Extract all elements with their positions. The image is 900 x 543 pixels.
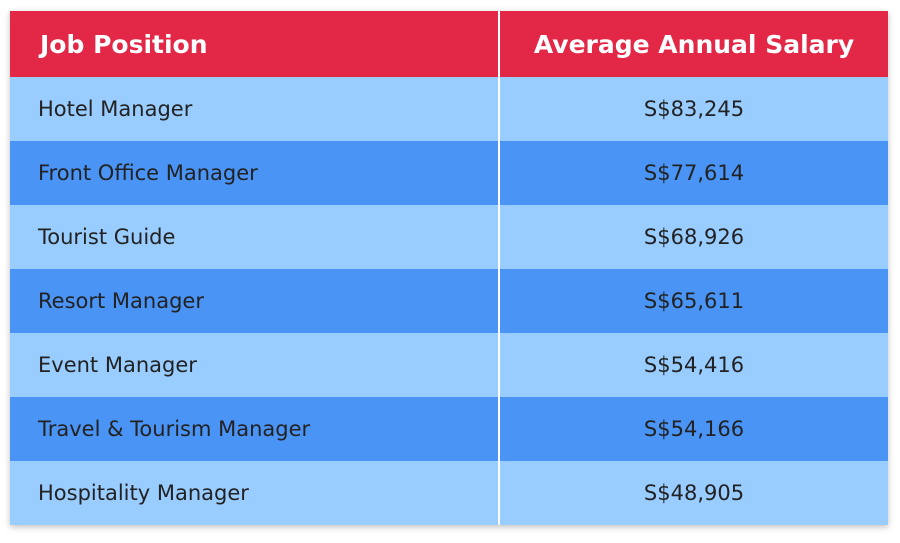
job-cell: Hotel Manager	[10, 77, 500, 141]
salary-cell: S$54,416	[499, 333, 888, 397]
salary-table: Job Position Average Annual Salary Hotel …	[10, 11, 888, 525]
salary-cell: S$83,245	[499, 77, 888, 141]
table-row: Hospitality Manager S$48,905	[10, 461, 888, 525]
table-row: Hotel Manager S$83,245	[10, 77, 888, 141]
salary-cell: S$48,905	[499, 461, 888, 525]
salary-table-container: Job Position Average Annual Salary Hotel …	[10, 11, 888, 525]
job-cell: Front Office Manager	[10, 141, 500, 205]
table-row: Resort Manager S$65,611	[10, 269, 888, 333]
header-cell: Average Annual Salary	[499, 11, 888, 77]
job-cell: Resort Manager	[10, 269, 500, 333]
job-cell: Event Manager	[10, 333, 500, 397]
salary-cell: S$77,614	[499, 141, 888, 205]
table-row: Tourist Guide S$68,926	[10, 205, 888, 269]
table-row: Event Manager S$54,416	[10, 333, 888, 397]
table-row: Travel & Tourism Manager S$54,166	[10, 397, 888, 461]
job-cell: Tourist Guide	[10, 205, 500, 269]
table-body: Hotel Manager S$83,245 Front Office Manage…	[10, 77, 888, 525]
salary-cell: S$68,926	[499, 205, 888, 269]
job-cell: Hospitality Manager	[10, 461, 500, 525]
job-cell: Travel & Tourism Manager	[10, 397, 500, 461]
table-row: Front Office Manager S$77,614	[10, 141, 888, 205]
salary-cell: S$65,611	[499, 269, 888, 333]
header-cell: Job Position	[10, 11, 500, 77]
salary-cell: S$54,166	[499, 397, 888, 461]
header-row: Job Position Average Annual Salary	[10, 11, 888, 77]
